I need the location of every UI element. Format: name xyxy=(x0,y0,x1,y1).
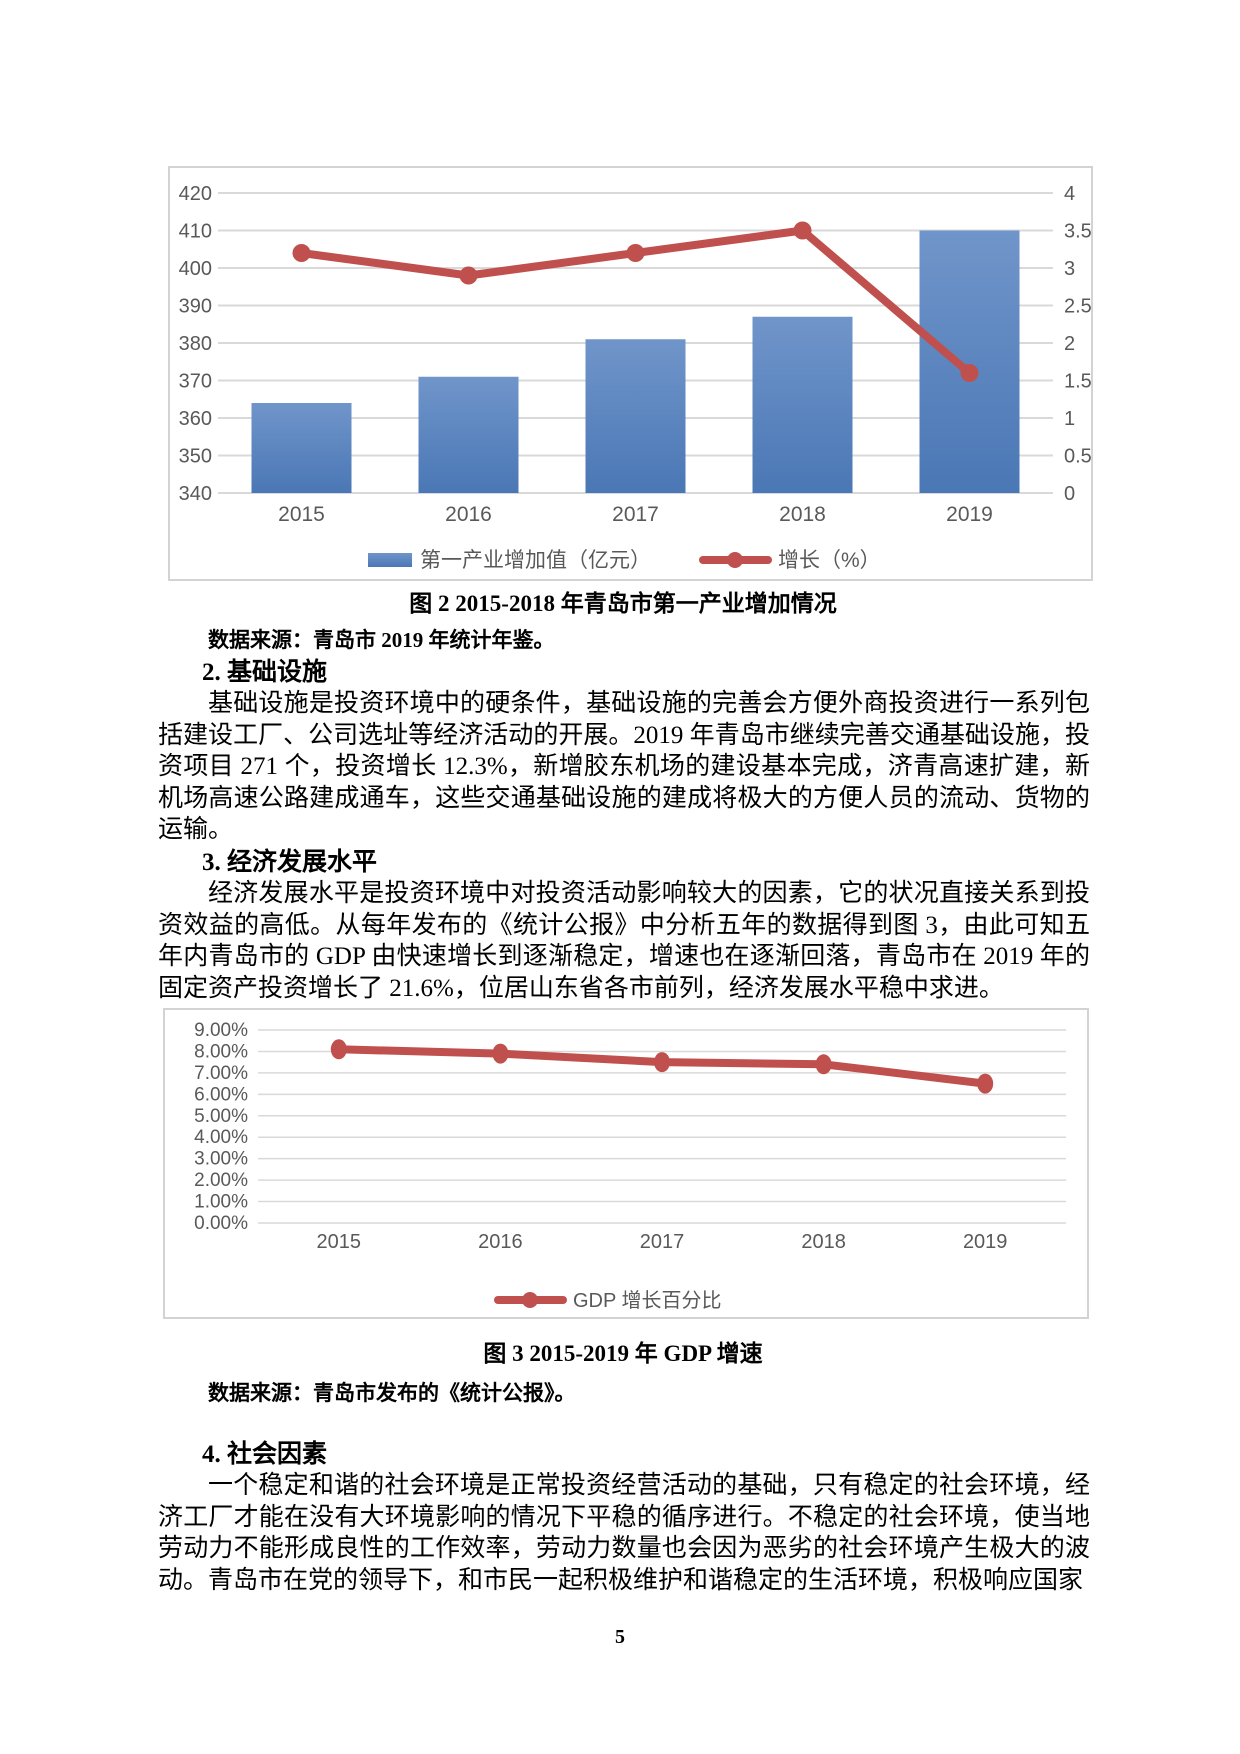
svg-text:1.00%: 1.00% xyxy=(194,1192,248,1213)
svg-text:3: 3 xyxy=(1064,258,1075,280)
svg-text:420: 420 xyxy=(179,183,212,205)
svg-text:0.5: 0.5 xyxy=(1064,446,1092,468)
svg-text:2019: 2019 xyxy=(946,503,993,526)
section-body-economic-level: 经济发展水平是投资环境中对投资活动影响较大的因素，它的状况直接关系到投资效益的高… xyxy=(158,880,1090,1002)
svg-text:6.00%: 6.00% xyxy=(194,1084,248,1105)
svg-text:增长（%）: 增长（%） xyxy=(778,549,881,572)
figure3-source-note: 数据来源：青岛市发布的《统计公报》。 xyxy=(208,1381,576,1405)
svg-text:第一产业增加值（亿元）: 第一产业增加值（亿元） xyxy=(420,549,651,572)
svg-text:3.5: 3.5 xyxy=(1064,221,1092,243)
svg-text:3.00%: 3.00% xyxy=(194,1149,248,1170)
svg-text:2.00%: 2.00% xyxy=(194,1170,248,1191)
svg-text:2015: 2015 xyxy=(278,503,325,526)
section-body-social-factors: 一个稳定和谐的社会环境是正常投资经营活动的基础，只有稳定的社会环境，经济工厂才能… xyxy=(158,1472,1090,1594)
svg-text:1: 1 xyxy=(1064,408,1075,430)
svg-text:0: 0 xyxy=(1064,483,1075,505)
svg-text:2016: 2016 xyxy=(478,1231,523,1253)
figure2-combo-chart: 340 0 350 0.5 360 1 370 1.5 380 2 390 2.5 400 3 410 3.5… xyxy=(168,166,1093,581)
svg-text:9.00%: 9.00% xyxy=(194,1020,248,1041)
figure2-caption: 图 2 2015-2018 年青岛市第一产业增加情况 xyxy=(409,591,837,616)
svg-text:4.00%: 4.00% xyxy=(194,1127,248,1148)
svg-text:390: 390 xyxy=(179,296,212,318)
page-number: 5 xyxy=(615,1626,625,1648)
svg-text:0.00%: 0.00% xyxy=(194,1213,248,1234)
figure3-line-chart: 0.00% 1.00% 2.00% 3.00% 4.00% 5.00% 6.00% 7.00%… xyxy=(163,1008,1089,1319)
figure2-source-note: 数据来源：青岛市 2019 年统计年鉴。 xyxy=(208,628,555,652)
svg-text:2017: 2017 xyxy=(640,1231,685,1253)
section-heading-social-factors: 4. 社会因素 xyxy=(202,1441,328,1468)
svg-text:2018: 2018 xyxy=(801,1231,846,1253)
svg-text:380: 380 xyxy=(179,333,212,355)
svg-text:2017: 2017 xyxy=(612,503,659,526)
svg-text:8.00%: 8.00% xyxy=(194,1041,248,1062)
svg-text:GDP 增长百分比: GDP 增长百分比 xyxy=(573,1289,722,1312)
svg-text:1.5: 1.5 xyxy=(1064,371,1092,393)
svg-text:370: 370 xyxy=(179,371,212,393)
svg-text:400: 400 xyxy=(179,258,212,280)
section-heading-infrastructure: 2. 基础设施 xyxy=(202,659,328,686)
svg-text:350: 350 xyxy=(179,446,212,468)
figure3-caption: 图 3 2015-2019 年 GDP 增速 xyxy=(483,1341,763,1366)
figure3-chart-canvas: 0.00%1.00%2.00%3.00%4.00%5.00%6.00%7.00%… xyxy=(163,1008,1089,1319)
svg-text:2019: 2019 xyxy=(963,1231,1008,1253)
svg-text:2: 2 xyxy=(1064,333,1075,355)
svg-text:2015: 2015 xyxy=(317,1231,362,1253)
svg-text:2018: 2018 xyxy=(779,503,826,526)
svg-text:340: 340 xyxy=(179,483,212,505)
svg-text:4: 4 xyxy=(1064,183,1075,205)
section-heading-economic-level: 3. 经济发展水平 xyxy=(202,849,378,876)
svg-text:2.5: 2.5 xyxy=(1064,296,1092,318)
section-body-infrastructure: 基础设施是投资环境中的硬条件，基础设施的完善会方便外商投资进行一系列包括建设工厂… xyxy=(158,690,1090,843)
svg-text:360: 360 xyxy=(179,408,212,430)
svg-text:7.00%: 7.00% xyxy=(194,1063,248,1084)
figure2-chart-canvas: 340 0 350 0.5 360 1 370 1.5 380 2 390 2.5 400 3 410 3.5… xyxy=(168,166,1093,581)
svg-text:2016: 2016 xyxy=(445,503,492,526)
svg-text:5.00%: 5.00% xyxy=(194,1106,248,1127)
svg-text:410: 410 xyxy=(179,221,212,243)
